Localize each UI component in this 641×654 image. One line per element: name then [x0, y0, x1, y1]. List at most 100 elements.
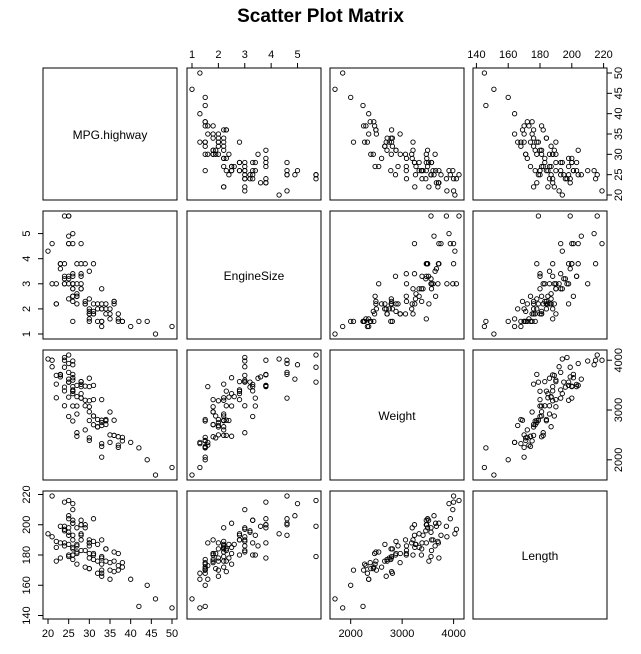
data-point	[546, 151, 553, 157]
data-point	[340, 323, 346, 330]
data-point	[86, 268, 92, 274]
data-point	[397, 550, 403, 557]
data-point	[548, 394, 554, 400]
data-point	[70, 375, 76, 381]
data-point	[70, 506, 76, 513]
data-point	[371, 311, 378, 317]
data-point	[313, 553, 319, 560]
data-point	[537, 311, 543, 317]
data-point	[252, 532, 258, 538]
data-point	[250, 172, 256, 178]
data-point	[393, 308, 399, 315]
series-mpg-highway-vs-enginesize	[189, 70, 319, 198]
data-point	[236, 139, 243, 145]
data-point	[419, 176, 425, 182]
data-point	[210, 537, 216, 543]
data-point	[551, 184, 557, 190]
data-point	[276, 356, 282, 362]
data-point	[90, 382, 97, 389]
data-point	[565, 163, 572, 170]
data-point	[450, 499, 457, 505]
data-point	[368, 151, 374, 157]
data-point	[284, 369, 290, 376]
y-tick-label-length: 140	[21, 606, 33, 624]
data-point	[569, 261, 575, 267]
data-point	[433, 180, 440, 186]
data-point	[255, 543, 261, 549]
data-point	[553, 378, 559, 385]
data-point	[532, 167, 538, 174]
data-point	[550, 388, 556, 394]
data-point	[403, 547, 410, 554]
data-point	[276, 192, 282, 198]
y-tick-label-weight: 2000	[613, 448, 625, 472]
data-point	[521, 454, 527, 460]
data-point	[202, 570, 208, 576]
data-point	[213, 435, 219, 441]
data-point	[409, 301, 415, 307]
data-point	[263, 516, 269, 522]
data-point	[361, 561, 368, 567]
data-point	[382, 558, 388, 564]
data-point	[231, 163, 237, 170]
data-point	[534, 371, 540, 378]
data-point	[591, 167, 597, 174]
data-point	[453, 176, 460, 182]
panel-enginesize-vs-weight	[329, 210, 465, 340]
data-point	[565, 301, 572, 307]
data-point	[447, 516, 453, 522]
data-point	[424, 516, 431, 522]
data-point	[534, 139, 540, 145]
data-point	[538, 403, 545, 409]
data-point	[348, 318, 354, 325]
data-point	[61, 213, 68, 219]
data-point	[430, 537, 436, 543]
data-point	[252, 395, 258, 401]
x-tick-label-mpg-highway: 45	[145, 628, 157, 640]
y-tick-label-length: 220	[21, 485, 33, 503]
data-point	[49, 357, 55, 363]
panel-enginesize-vs-length	[472, 210, 608, 340]
data-point	[210, 147, 216, 153]
panel-length-vs-length	[472, 490, 608, 620]
data-point	[61, 276, 68, 282]
data-point	[436, 520, 442, 526]
data-point	[423, 276, 429, 282]
data-point	[210, 131, 216, 137]
panel-mpg-highway-vs-weight	[329, 67, 465, 201]
data-point	[546, 281, 553, 287]
data-point	[86, 375, 92, 381]
data-point	[215, 131, 222, 137]
data-point	[197, 576, 203, 582]
data-point	[366, 323, 372, 330]
data-point	[553, 311, 559, 317]
data-point	[66, 296, 72, 302]
data-point	[523, 151, 529, 157]
data-point	[205, 383, 211, 390]
data-point	[86, 550, 92, 557]
data-point	[205, 562, 211, 569]
data-point	[527, 163, 534, 170]
data-point	[553, 377, 559, 383]
data-point	[70, 537, 76, 543]
data-point	[231, 393, 237, 400]
data-point	[553, 404, 559, 410]
data-point	[348, 94, 354, 101]
data-point	[419, 273, 425, 279]
data-point	[363, 316, 369, 322]
data-point	[542, 378, 548, 385]
data-point	[45, 248, 51, 254]
data-point	[530, 184, 537, 190]
data-point	[450, 176, 457, 182]
data-point	[86, 540, 92, 546]
data-point	[45, 531, 51, 537]
data-point	[70, 500, 76, 507]
data-point	[215, 555, 222, 561]
data-point	[257, 374, 264, 380]
data-point	[515, 422, 521, 429]
data-point	[550, 273, 556, 279]
data-point	[221, 543, 227, 549]
data-point	[61, 499, 68, 505]
data-point	[263, 180, 269, 186]
